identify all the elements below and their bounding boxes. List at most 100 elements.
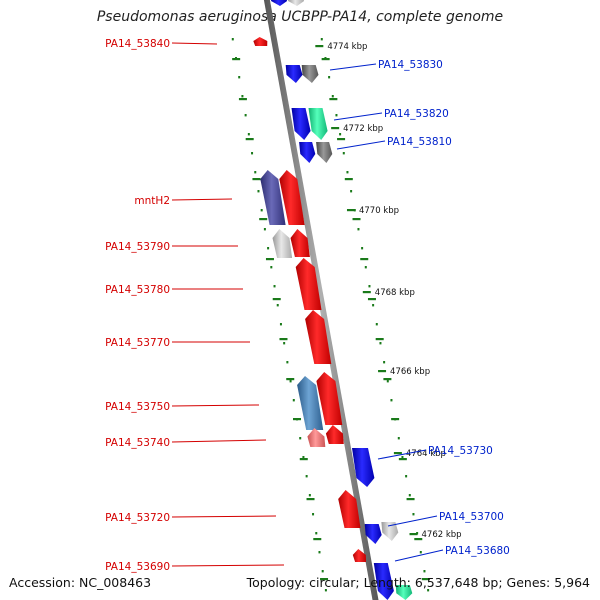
gene-arrow[interactable] — [285, 65, 303, 83]
gene-arrow[interactable] — [279, 170, 305, 225]
track-boundary-dot — [368, 285, 371, 288]
gene-label-right[interactable]: PA14_53730 — [428, 445, 493, 457]
gene-arrow[interactable] — [308, 108, 328, 140]
gene-label-right[interactable]: PA14_53700 — [439, 511, 504, 523]
track-tick-dash — [299, 458, 308, 461]
gene-arrow[interactable] — [272, 229, 293, 258]
gene-label-leader — [394, 549, 444, 562]
gene-arrow[interactable] — [301, 65, 319, 83]
gene-arrow[interactable] — [253, 37, 268, 46]
gene-arrow[interactable] — [352, 549, 367, 562]
track-tick-dash — [352, 218, 361, 221]
gene-arrow[interactable] — [271, 0, 288, 6]
gene-labels: PA14_53840 mntH2 PA14_53790 PA14_53780 PA14_… — [105, 38, 510, 573]
gene-label-left[interactable]: PA14_53690 — [105, 561, 170, 573]
gene-label-leader — [333, 112, 383, 121]
scale-tick-label: 4770 kbp — [359, 206, 399, 216]
gene-arrow[interactable] — [316, 142, 333, 163]
gene-arrow[interactable] — [381, 522, 399, 541]
gene-label-leader — [171, 42, 218, 45]
track-boundary-dot — [412, 513, 415, 516]
track-boundary-dot — [375, 323, 378, 326]
track-tick-dash — [360, 258, 369, 261]
gene-label-right[interactable]: PA14_53830 — [378, 59, 443, 71]
gene-arrow[interactable] — [316, 372, 343, 425]
track-boundary-dot — [383, 361, 386, 364]
track-tick-dash — [321, 58, 330, 61]
gene-arrow[interactable] — [338, 490, 361, 528]
track-tick-dash — [367, 298, 376, 301]
gene-arrow[interactable] — [364, 524, 382, 544]
track-boundary-dot — [254, 171, 257, 174]
gene-label-left[interactable]: PA14_53750 — [105, 401, 170, 413]
gene-label-left[interactable]: PA14_53740 — [105, 437, 170, 449]
gene-label-right[interactable]: PA14_53820 — [384, 108, 449, 120]
track-boundary-dot — [372, 304, 375, 307]
gene-label-left[interactable]: PA14_53780 — [105, 284, 170, 296]
track-boundary-dot — [401, 456, 404, 459]
track-tick-dash — [414, 538, 423, 541]
gene-label-leader — [171, 198, 233, 201]
track-tick-dash — [232, 58, 241, 61]
gene-label-left[interactable]: PA14_53790 — [105, 241, 170, 253]
track-boundary-dot — [257, 190, 260, 193]
track-boundary-dot — [427, 589, 430, 592]
gene-arrow[interactable] — [395, 585, 413, 600]
gene-label-right[interactable]: PA14_53810 — [387, 136, 452, 148]
gene-arrow[interactable] — [295, 258, 322, 310]
track-tick-dash — [329, 98, 338, 101]
gene-label-left[interactable]: PA14_53770 — [105, 337, 170, 349]
gene-arrow[interactable] — [352, 448, 375, 487]
track-boundary-dot — [231, 38, 234, 41]
track-tick-dash — [422, 578, 431, 581]
track-boundary-dot — [379, 342, 382, 345]
track-boundary-dot — [419, 551, 422, 554]
gene-label-leader — [171, 439, 267, 443]
gene-arrow[interactable] — [288, 0, 305, 6]
gene-label-left[interactable]: PA14_53720 — [105, 512, 170, 524]
track-boundary-dot — [299, 437, 302, 440]
gene-label-left[interactable]: mntH2 — [134, 195, 170, 207]
track-boundary-dot — [423, 570, 426, 573]
scale-tick-mark — [409, 533, 418, 536]
track-boundary-dot — [251, 152, 254, 155]
gene-arrow[interactable] — [290, 229, 310, 257]
track-boundary-dot — [270, 266, 273, 269]
gene-label-left[interactable]: PA14_53840 — [105, 38, 170, 50]
scale-tick-label: 4774 kbp — [327, 42, 367, 52]
track-boundary-dot — [364, 266, 367, 269]
gene-label-right[interactable]: PA14_53680 — [445, 545, 510, 557]
gene-arrow[interactable] — [291, 108, 311, 140]
track-boundary-dot — [267, 247, 270, 250]
track-boundary-dot — [357, 228, 360, 231]
gene-arrow[interactable] — [260, 170, 286, 225]
gene-label-leader — [387, 515, 438, 527]
gene-arrow[interactable] — [297, 376, 324, 430]
gene-arrow[interactable] — [299, 142, 316, 163]
track-boundary-dot — [276, 304, 279, 307]
genome-summary-text: Topology: circular; Length: 6,537,648 bp… — [246, 575, 590, 590]
track-boundary-dot — [324, 589, 327, 592]
track-tick-dash — [313, 538, 322, 541]
gene-arrow[interactable] — [373, 563, 394, 600]
track-tick-dash — [383, 378, 392, 381]
gene-arrow[interactable] — [325, 425, 344, 444]
track-tick-dash — [252, 178, 261, 181]
track-boundary-dot — [289, 380, 292, 383]
track-boundary-dot — [263, 228, 266, 231]
track-boundary-dot — [318, 551, 321, 554]
scale-tick-mark — [393, 452, 402, 455]
gene-label-leader — [171, 564, 285, 567]
gene-arrow[interactable] — [307, 428, 326, 447]
track-tick-dash — [265, 258, 274, 261]
track-tick-dash — [245, 138, 254, 141]
track-tick-dash — [286, 378, 295, 381]
track-boundary-dot — [247, 133, 250, 136]
gene-arrow[interactable] — [305, 310, 332, 364]
track-boundary-dot — [279, 323, 282, 326]
track-boundary-dot — [335, 114, 338, 117]
scale-tick-label: 4766 kbp — [390, 367, 430, 377]
track-boundary-dot — [238, 76, 241, 79]
track-boundary-dot — [321, 570, 324, 573]
